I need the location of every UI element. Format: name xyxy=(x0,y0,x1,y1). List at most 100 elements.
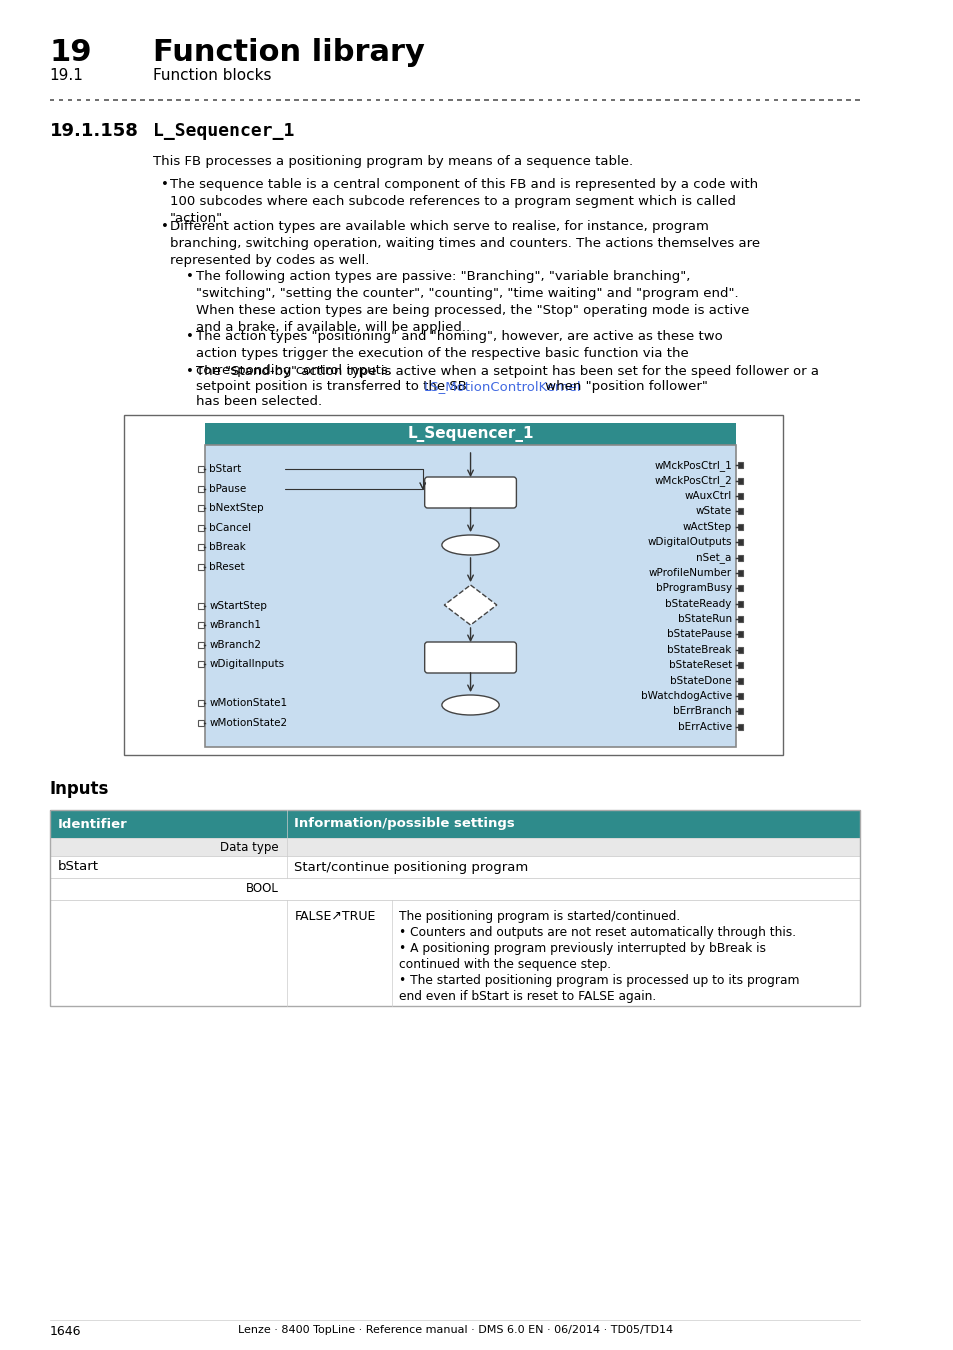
Text: bErrActive: bErrActive xyxy=(677,722,731,732)
Text: •: • xyxy=(186,270,194,284)
FancyBboxPatch shape xyxy=(50,900,859,1006)
FancyBboxPatch shape xyxy=(737,493,742,500)
Text: wMckPosCtrl_1: wMckPosCtrl_1 xyxy=(654,460,731,471)
Text: The positioning program is started/continued.: The positioning program is started/conti… xyxy=(399,910,679,923)
Text: L_Sequencer_1: L_Sequencer_1 xyxy=(407,427,534,441)
Text: wAuxCtrl: wAuxCtrl xyxy=(684,491,731,501)
Text: end even if bStart is reset to FALSE again.: end even if bStart is reset to FALSE aga… xyxy=(399,990,656,1003)
Text: BOOL: BOOL xyxy=(246,883,278,895)
FancyBboxPatch shape xyxy=(424,477,516,508)
Text: • A positioning program previously interrupted by bBreak is: • A positioning program previously inter… xyxy=(399,942,765,954)
Text: has been selected.: has been selected. xyxy=(195,396,322,408)
Text: bBreak: bBreak xyxy=(209,543,246,552)
FancyBboxPatch shape xyxy=(205,446,735,747)
FancyBboxPatch shape xyxy=(737,478,742,483)
Text: The following action types are passive: "Branching", "variable branching",
"swit: The following action types are passive: … xyxy=(195,270,748,333)
Text: 1646: 1646 xyxy=(50,1324,81,1338)
Text: FALSE↗TRUE: FALSE↗TRUE xyxy=(294,910,375,923)
Text: bErrBranch: bErrBranch xyxy=(673,706,731,717)
Text: wMotionState1: wMotionState1 xyxy=(209,698,287,707)
Text: 19.1: 19.1 xyxy=(50,68,84,82)
Text: bStateRun: bStateRun xyxy=(677,614,731,624)
Text: continued with the sequence step.: continued with the sequence step. xyxy=(399,958,611,971)
FancyBboxPatch shape xyxy=(737,616,742,622)
Text: • The started positioning program is processed up to its program: • The started positioning program is pro… xyxy=(399,973,799,987)
Text: bStateReset: bStateReset xyxy=(668,660,731,670)
Text: bNextStep: bNextStep xyxy=(209,504,264,513)
FancyBboxPatch shape xyxy=(737,509,742,514)
Text: Information/possible settings: Information/possible settings xyxy=(294,818,515,830)
FancyBboxPatch shape xyxy=(737,632,742,637)
Text: bReset: bReset xyxy=(209,562,245,572)
FancyBboxPatch shape xyxy=(197,544,203,551)
FancyBboxPatch shape xyxy=(197,486,203,491)
Text: bStart: bStart xyxy=(57,860,98,873)
Text: wProfileNumber: wProfileNumber xyxy=(648,568,731,578)
FancyBboxPatch shape xyxy=(737,709,742,714)
FancyBboxPatch shape xyxy=(50,878,859,900)
Text: setpoint position is transferred to the SB: setpoint position is transferred to the … xyxy=(195,379,471,393)
Text: 19: 19 xyxy=(50,38,92,68)
Ellipse shape xyxy=(441,695,498,716)
FancyBboxPatch shape xyxy=(197,622,203,628)
Text: The sequence table is a central component of this FB and is represented by a cod: The sequence table is a central componen… xyxy=(170,178,758,225)
Text: wDigitalOutputs: wDigitalOutputs xyxy=(647,537,731,547)
Text: wState: wState xyxy=(695,506,731,517)
Text: wDigitalInputs: wDigitalInputs xyxy=(209,659,284,670)
Text: bPause: bPause xyxy=(209,483,246,494)
Text: bStart: bStart xyxy=(209,464,241,474)
FancyBboxPatch shape xyxy=(197,525,203,531)
Text: wStartStep: wStartStep xyxy=(209,601,267,610)
Text: This FB processes a positioning program by means of a sequence table.: This FB processes a positioning program … xyxy=(152,155,633,167)
Text: bProgramBusy: bProgramBusy xyxy=(655,583,731,593)
FancyBboxPatch shape xyxy=(197,720,203,725)
Text: LS_MotionControlKernel: LS_MotionControlKernel xyxy=(423,379,581,393)
FancyBboxPatch shape xyxy=(737,647,742,653)
Text: bStatePause: bStatePause xyxy=(666,629,731,640)
FancyBboxPatch shape xyxy=(737,586,742,591)
FancyBboxPatch shape xyxy=(737,693,742,699)
Text: bCancel: bCancel xyxy=(209,522,251,533)
Text: bStateDone: bStateDone xyxy=(670,675,731,686)
Text: bWatchdogActive: bWatchdogActive xyxy=(640,691,731,701)
Text: Identifier: Identifier xyxy=(57,818,127,830)
FancyBboxPatch shape xyxy=(197,602,203,609)
Text: when "position follower": when "position follower" xyxy=(540,379,707,393)
Text: Function library: Function library xyxy=(152,38,424,68)
Ellipse shape xyxy=(441,535,498,555)
Text: •: • xyxy=(160,220,169,234)
FancyBboxPatch shape xyxy=(197,564,203,570)
FancyBboxPatch shape xyxy=(50,810,859,838)
FancyBboxPatch shape xyxy=(197,505,203,512)
FancyBboxPatch shape xyxy=(737,724,742,729)
Text: Inputs: Inputs xyxy=(50,780,109,798)
Text: Different action types are available which serve to realise, for instance, progr: Different action types are available whi… xyxy=(170,220,760,267)
Text: nSet_a: nSet_a xyxy=(696,552,731,563)
Text: Start/continue positioning program: Start/continue positioning program xyxy=(294,860,528,873)
Text: bStateBreak: bStateBreak xyxy=(667,645,731,655)
Text: 19.1.158: 19.1.158 xyxy=(50,122,138,140)
Text: The "Stand-by" action type is active when a setpoint has been set for the speed : The "Stand-by" action type is active whe… xyxy=(195,364,818,378)
Text: bStateReady: bStateReady xyxy=(665,598,731,609)
FancyBboxPatch shape xyxy=(197,662,203,667)
Text: wMotionState2: wMotionState2 xyxy=(209,718,287,728)
FancyBboxPatch shape xyxy=(737,678,742,683)
Text: wBranch1: wBranch1 xyxy=(209,620,261,630)
FancyBboxPatch shape xyxy=(124,414,782,755)
FancyBboxPatch shape xyxy=(50,838,859,856)
Text: L_Sequencer_1: L_Sequencer_1 xyxy=(152,122,294,140)
Text: •: • xyxy=(160,178,169,190)
Text: Function blocks: Function blocks xyxy=(152,68,271,82)
FancyBboxPatch shape xyxy=(50,856,859,878)
FancyBboxPatch shape xyxy=(197,701,203,706)
FancyBboxPatch shape xyxy=(205,423,735,446)
Polygon shape xyxy=(444,585,497,625)
Text: Data type: Data type xyxy=(220,841,278,853)
FancyBboxPatch shape xyxy=(424,643,516,674)
FancyBboxPatch shape xyxy=(737,662,742,668)
FancyBboxPatch shape xyxy=(737,570,742,576)
FancyBboxPatch shape xyxy=(197,467,203,472)
FancyBboxPatch shape xyxy=(737,555,742,560)
FancyBboxPatch shape xyxy=(737,462,742,468)
Text: • Counters and outputs are not reset automatically through this.: • Counters and outputs are not reset aut… xyxy=(399,926,796,940)
